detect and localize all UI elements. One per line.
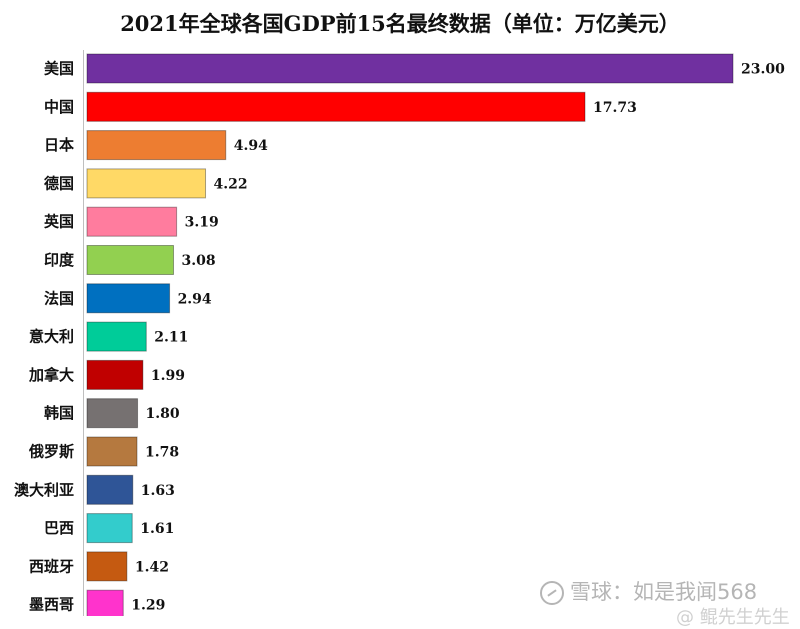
category-label: 澳大利亚 — [14, 481, 74, 499]
chart-title: 2021年全球各国GDP前15名最终数据（单位：万亿美元） — [120, 11, 680, 36]
value-label: 1.61 — [140, 521, 174, 537]
category-label: 印度 — [44, 251, 75, 269]
category-label: 中国 — [44, 98, 74, 116]
bars-group — [86, 53, 734, 616]
snowball-logo-icon — [540, 581, 564, 605]
bar — [86, 53, 734, 84]
category-label: 美国 — [44, 60, 74, 78]
category-label: 日本 — [44, 136, 74, 154]
bar — [86, 589, 124, 616]
bar — [86, 321, 147, 352]
bar — [86, 91, 586, 122]
value-label: 1.42 — [135, 559, 169, 575]
value-label: 1.29 — [131, 598, 165, 614]
bar — [86, 398, 139, 429]
bar — [86, 551, 128, 582]
category-label: 巴西 — [44, 519, 74, 537]
category-label: 西班牙 — [29, 557, 74, 575]
bar — [86, 359, 144, 390]
value-label: 3.08 — [182, 253, 216, 269]
value-label: 2.11 — [154, 330, 188, 346]
category-label: 法国 — [44, 289, 74, 307]
watermark-secondary: @ 鲲先生先生 — [676, 607, 790, 628]
bar — [86, 283, 171, 314]
bar — [86, 474, 134, 505]
category-label: 墨西哥 — [29, 596, 74, 614]
bar — [86, 206, 178, 237]
watermark: 雪球：如是我闻568 — [540, 576, 757, 606]
bar — [86, 436, 138, 467]
value-label: 4.94 — [234, 138, 268, 154]
value-label: 3.19 — [185, 215, 219, 231]
value-label: 1.63 — [141, 483, 175, 499]
bar — [86, 168, 207, 199]
category-label: 德国 — [44, 174, 74, 192]
category-label: 加拿大 — [28, 366, 74, 384]
category-label: 俄罗斯 — [28, 443, 74, 461]
value-label: 2.94 — [178, 291, 212, 307]
bar — [86, 245, 175, 275]
bar — [86, 513, 133, 544]
value-label: 4.22 — [214, 176, 248, 192]
value-label: 1.80 — [146, 406, 180, 422]
bar — [86, 130, 227, 161]
value-label: 1.99 — [151, 368, 185, 384]
value-label: 23.00 — [741, 62, 785, 78]
category-label: 意大利 — [29, 328, 74, 346]
value-label: 17.73 — [593, 100, 637, 116]
category-label: 英国 — [44, 213, 74, 231]
value-labels-group: 23.00 17.73 4.94 4.22 3.19 3.08 2.94 2.11 1.99 1.… — [131, 62, 785, 614]
category-label: 韩国 — [44, 404, 74, 422]
value-label: 1.78 — [145, 445, 179, 461]
watermark-text: 雪球：如是我闻568 — [570, 580, 758, 604]
